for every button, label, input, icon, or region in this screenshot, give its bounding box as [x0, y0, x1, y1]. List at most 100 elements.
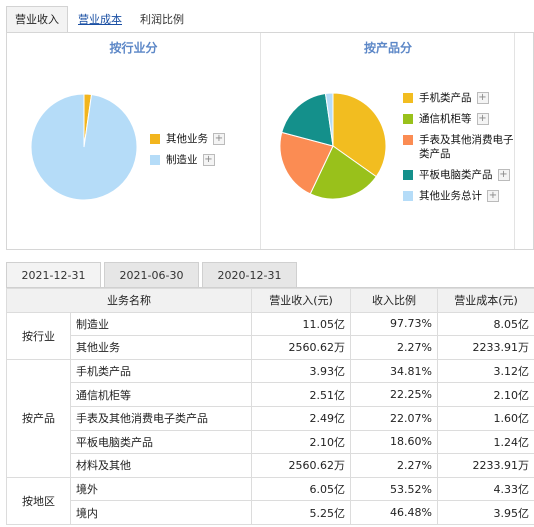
table-row: 按行业 制造业 11.05亿 97.73% 8.05亿	[6, 311, 534, 360]
product-chart-title: 按产品分	[363, 41, 412, 55]
legend-swatch	[403, 114, 413, 124]
table-row: 手表及其他消费电子类产品 2.49亿 22.07% 1.60亿	[7, 405, 534, 431]
legend-item-other-total[interactable]: 其他业务总计 +	[403, 189, 515, 203]
table-row: 材料及其他 2560.62万 2.27% 2233.91万	[7, 453, 534, 478]
header-business-name: 业务名称	[6, 288, 252, 313]
legend-item-tablet[interactable]: 平板电脑类产品 +	[403, 168, 515, 182]
cell-ratio: 46.48%	[350, 500, 438, 525]
header-cost[interactable]: 营业成本(元)	[437, 288, 534, 313]
product-pie-chart	[279, 92, 387, 200]
cell-ratio: 18.60%	[350, 429, 438, 455]
legend-swatch	[150, 155, 160, 165]
legend-label-line1: 手表及其他消费电子	[419, 134, 514, 146]
industry-chart-panel: 按行业分 其他业务 + 制造业 +	[7, 33, 261, 249]
cell-name: 材料及其他	[70, 453, 252, 478]
table-row: 境内 5.25亿 46.48% 3.95亿	[7, 500, 534, 525]
legend-label: 手机类产品	[419, 92, 472, 104]
legend-label: 平板电脑类产品	[419, 169, 493, 181]
table-header-row: 业务名称 营业收入(元) 收入比例 营业成本(元)	[6, 288, 534, 313]
tab-cost[interactable]: 营业成本	[78, 13, 122, 26]
tab-date-2021-12-31[interactable]: 2021-12-31	[6, 262, 101, 288]
legend-item-other-business[interactable]: 其他业务 +	[150, 132, 225, 146]
tab-revenue[interactable]: 营业收入	[6, 6, 68, 32]
pie-slice-制造业[interactable]	[30, 93, 138, 201]
legend-label: 其他业务总计	[419, 190, 482, 202]
industry-legend: 其他业务 + 制造业 +	[150, 132, 225, 174]
legend-item-telecom-cabinet[interactable]: 通信机柜等 +	[403, 112, 515, 126]
cell-revenue: 2560.62万	[251, 453, 351, 478]
top-tab-bar: 营业收入 营业成本 利润比例	[6, 6, 194, 32]
cell-revenue: 6.05亿	[251, 476, 351, 502]
group-label-industry: 按行业	[6, 311, 71, 360]
legend-label: 其他业务	[166, 133, 208, 145]
legend-label: 制造业	[166, 154, 198, 166]
table-row: 通信机柜等 2.51亿 22.25% 2.10亿	[7, 382, 534, 407]
cell-ratio: 22.07%	[350, 405, 438, 431]
cell-revenue: 2.10亿	[251, 429, 351, 455]
cell-ratio: 34.81%	[350, 358, 438, 384]
legend-item-watch-electronics[interactable]: 手表及其他消费电子+ 类产品	[403, 133, 515, 161]
table-row: 其他业务 2560.62万 2.27% 2233.91万	[7, 335, 534, 360]
cell-cost: 2233.91万	[437, 335, 534, 360]
expand-plus-icon[interactable]: +	[476, 113, 489, 125]
cell-cost: 3.95亿	[437, 500, 534, 525]
header-revenue[interactable]: 营业收入(元)	[251, 288, 351, 313]
tab-date-2021-06-30[interactable]: 2021-06-30	[104, 262, 199, 288]
cell-revenue: 11.05亿	[251, 311, 351, 337]
cell-ratio: 22.25%	[350, 382, 438, 407]
expand-plus-icon[interactable]: +	[487, 190, 499, 202]
cell-cost: 4.33亿	[437, 476, 534, 502]
legend-swatch	[150, 134, 160, 144]
chart-area: 按行业分 其他业务 + 制造业 + 按产品分 手机类产品 +	[6, 32, 534, 250]
table-row: 按产品 手机类产品 3.93亿 34.81% 3.12亿	[6, 358, 534, 478]
cell-ratio: 97.73%	[350, 311, 438, 337]
cell-name: 境内	[70, 500, 252, 525]
tab-profit-ratio[interactable]: 利润比例	[140, 13, 184, 26]
legend-label-line2: 类产品	[419, 148, 451, 160]
header-ratio[interactable]: 收入比例	[350, 288, 438, 313]
table-row: 平板电脑类产品 2.10亿 18.60% 1.24亿	[7, 429, 534, 455]
expand-plus-icon[interactable]: +	[497, 169, 510, 181]
expand-plus-icon[interactable]: +	[202, 154, 215, 166]
cell-name: 手表及其他消费电子类产品	[70, 405, 252, 431]
legend-item-phone[interactable]: 手机类产品 +	[403, 91, 515, 105]
pie-slice-手表及其他消费电子类产品[interactable]	[279, 131, 334, 195]
cell-cost: 1.24亿	[437, 429, 534, 455]
legend-item-manufacturing[interactable]: 制造业 +	[150, 153, 225, 167]
date-tab-bar: 2021-12-31 2021-06-30 2020-12-31	[6, 262, 300, 288]
cell-revenue: 2.51亿	[251, 382, 351, 407]
cell-revenue: 2.49亿	[251, 405, 351, 431]
table-row: 按地区 境外 6.05亿 53.52% 4.33亿	[6, 476, 534, 525]
pie-slice-手机类产品[interactable]	[332, 92, 387, 178]
cell-cost: 2233.91万	[437, 453, 534, 478]
cell-name: 手机类产品	[70, 358, 252, 384]
cell-name: 通信机柜等	[70, 382, 252, 407]
legend-swatch	[403, 191, 413, 201]
expand-plus-icon[interactable]: +	[476, 92, 489, 104]
revenue-table-wrap: 业务名称 营业收入(元) 收入比例 营业成本(元) 按行业 制造业 11.05亿…	[6, 287, 534, 525]
cell-ratio: 2.27%	[350, 453, 438, 478]
legend-label: 手表及其他消费电子+ 类产品	[419, 133, 514, 161]
legend-swatch	[403, 93, 413, 103]
cell-name: 平板电脑类产品	[70, 429, 252, 455]
legend-swatch	[403, 170, 413, 180]
cell-revenue: 3.93亿	[251, 358, 351, 384]
cell-name: 制造业	[70, 311, 252, 337]
expand-plus-icon[interactable]: +	[213, 133, 225, 145]
industry-pie-chart	[30, 93, 138, 201]
cell-cost: 8.05亿	[437, 311, 534, 337]
cell-name: 其他业务	[70, 335, 252, 360]
tab-date-2020-12-31[interactable]: 2020-12-31	[202, 262, 297, 288]
pie-slice-其他业务总计[interactable]	[324, 92, 334, 147]
cell-revenue: 2560.62万	[251, 335, 351, 360]
cell-ratio: 2.27%	[350, 335, 438, 360]
pie-slice-平板电脑类产品[interactable]	[281, 92, 334, 147]
cell-name: 境外	[70, 476, 252, 502]
cell-cost: 1.60亿	[437, 405, 534, 431]
industry-chart-title: 按行业分	[109, 41, 158, 55]
cell-cost: 2.10亿	[437, 382, 534, 407]
group-label-product: 按产品	[6, 358, 71, 478]
revenue-table: 业务名称 营业收入(元) 收入比例 营业成本(元) 按行业 制造业 11.05亿…	[6, 288, 534, 525]
product-chart-panel: 按产品分 手机类产品 + 通信机柜等 + 手表及其他消费电子+ 类产品	[262, 33, 515, 249]
legend-swatch	[403, 135, 413, 145]
